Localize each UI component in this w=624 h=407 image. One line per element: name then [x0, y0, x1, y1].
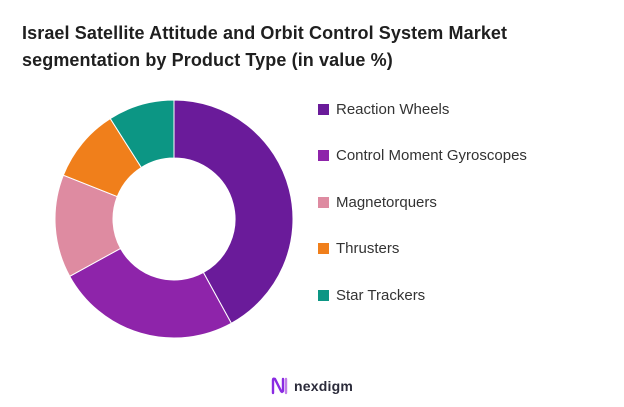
- chart-title-line-2: segmentation by Product Type (in value %…: [22, 50, 393, 70]
- legend-swatch-reaction-wheels: [318, 103, 329, 115]
- legend-swatch-control-moment-gyroscopes: [318, 150, 329, 161]
- legend-label-thrusters: Thrusters: [336, 240, 400, 257]
- chart-title-line-1: Israel Satellite Attitude and Orbit Cont…: [22, 23, 508, 43]
- slice-reaction-wheels: [173, 99, 294, 324]
- legend-item-control-moment-gyroscopes: Control Moment Gyroscopes: [318, 146, 527, 166]
- legend-item-thrusters: Thrusters: [318, 239, 399, 259]
- legend-swatch-thrusters: [318, 243, 329, 254]
- legend-item-star-trackers: Star Trackers: [318, 285, 425, 305]
- slice-control-moment-gyroscopes: [69, 247, 233, 339]
- legend-item-magnetorquers: Magnetorquers: [318, 192, 437, 212]
- brand-name: nexdigm: [294, 378, 353, 394]
- nexdigm-logo-icon: [271, 377, 288, 395]
- legend-label-control-moment-gyroscopes: Control Moment Gyroscopes: [336, 147, 527, 164]
- legend-label-star-trackers: Star Trackers: [336, 286, 426, 304]
- slice-star-trackers: [109, 99, 175, 169]
- chart-title: Israel Satellite Attitude and Orbit Cont…: [22, 20, 602, 74]
- legend-label-reaction-wheels: Reaction Wheels: [336, 100, 450, 118]
- legend-item-reaction-wheels: Reaction Wheels: [318, 99, 449, 119]
- brand-footer: nexdigm: [0, 376, 624, 396]
- legend-swatch-star-trackers: [318, 289, 329, 301]
- legend-label-magnetorquers: Magnetorquers: [336, 193, 437, 211]
- legend-swatch-magnetorquers: [318, 196, 329, 208]
